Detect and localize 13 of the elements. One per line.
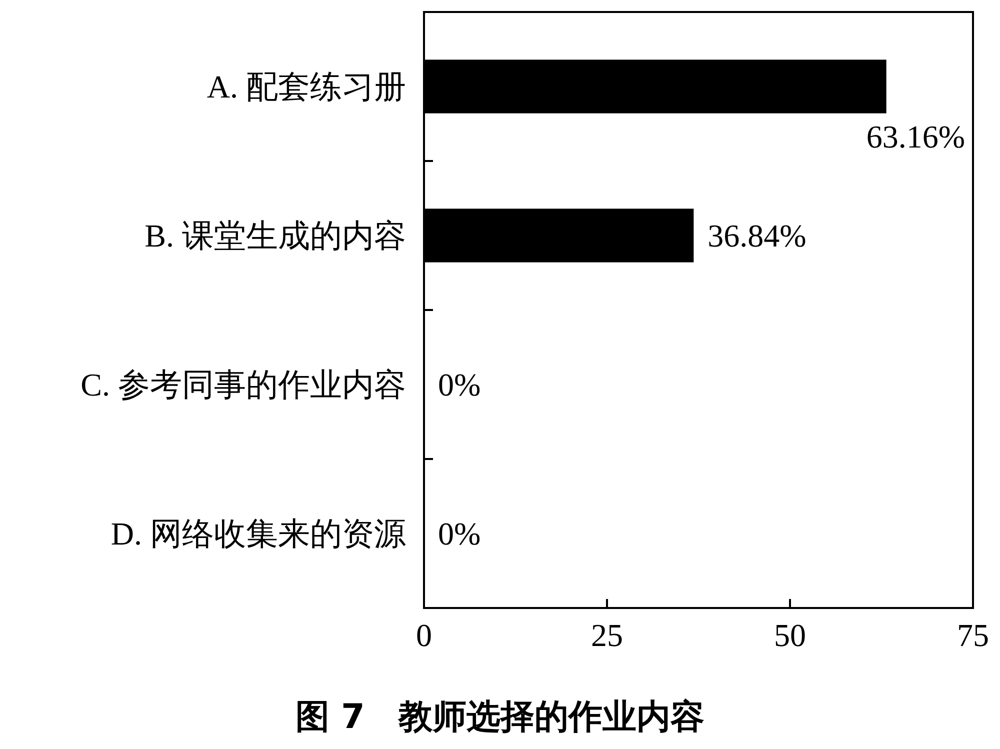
data-label: 36.84% xyxy=(708,218,806,254)
data-label: 63.16% xyxy=(866,118,965,154)
x-tick-label: 50 xyxy=(774,617,806,653)
data-label: 0% xyxy=(438,366,481,402)
text: 图 7 教师选择的作业内容 xyxy=(295,697,705,737)
data-label: 0% xyxy=(438,516,481,552)
y-tick-label: C. 参考同事的作业内容 xyxy=(80,366,406,402)
y-tick-label: A. 配套练习册 xyxy=(206,68,406,104)
x-tick-label: 0 xyxy=(416,617,432,653)
x-tick-label: 75 xyxy=(957,617,989,653)
y-tick-label: D. 网络收集来的资源 xyxy=(110,516,406,552)
x-tick-label: 25 xyxy=(591,617,623,653)
y-tick-label: B. 课堂生成的内容 xyxy=(144,218,406,254)
